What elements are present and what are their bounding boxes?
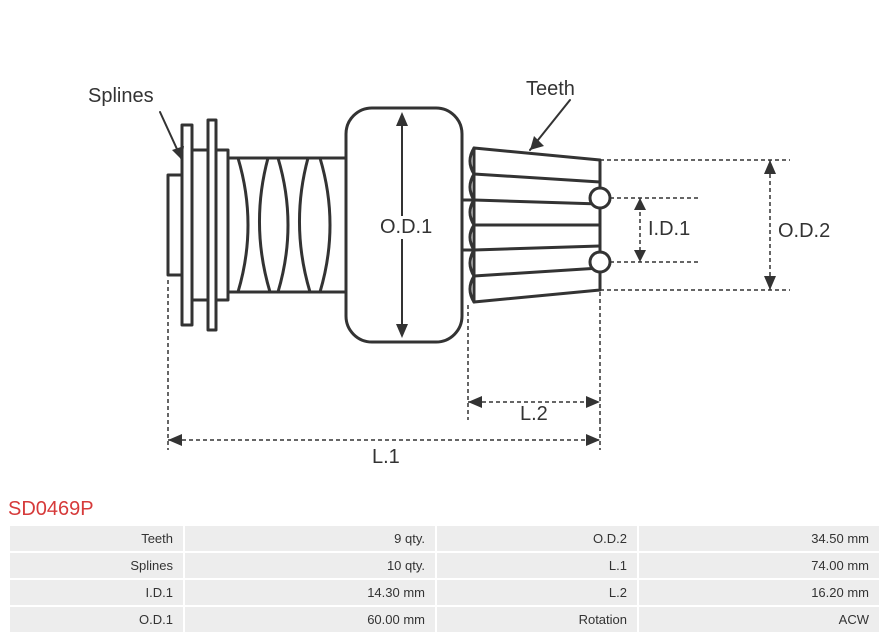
part-number: SD0469P [8,498,94,521]
spec-value: 74.00 mm [639,553,879,578]
spec-key: L.2 [437,580,637,605]
spec-value: 60.00 mm [185,607,435,632]
label-od2: O.D.2 [778,220,830,243]
part-diagram [0,0,889,490]
label-teeth: Teeth [526,78,575,101]
spec-key: Rotation [437,607,637,632]
spec-value: 16.20 mm [639,580,879,605]
spec-key: L.1 [437,553,637,578]
spec-key: O.D.2 [437,526,637,551]
spec-value: 14.30 mm [185,580,435,605]
spec-key: Splines [10,553,183,578]
table-row: Splines10 qty.L.174.00 mm [10,553,879,578]
spec-key: O.D.1 [10,607,183,632]
table-row: I.D.114.30 mmL.216.20 mm [10,580,879,605]
spec-value: 34.50 mm [639,526,879,551]
diagram-container: Splines Teeth O.D.1 O.D.2 I.D.1 L.2 L.1 [0,0,889,490]
spec-value: 10 qty. [185,553,435,578]
spec-key: I.D.1 [10,580,183,605]
spec-table: Teeth9 qty.O.D.234.50 mmSplines10 qty.L.… [8,524,881,634]
label-l1: L.1 [372,446,400,469]
label-od1: O.D.1 [378,216,434,239]
table-row: Teeth9 qty.O.D.234.50 mm [10,526,879,551]
label-splines: Splines [88,85,154,108]
table-row: O.D.160.00 mmRotationACW [10,607,879,632]
label-l2: L.2 [520,403,548,426]
label-id1: I.D.1 [648,218,690,241]
spec-value: 9 qty. [185,526,435,551]
spec-value: ACW [639,607,879,632]
spec-key: Teeth [10,526,183,551]
